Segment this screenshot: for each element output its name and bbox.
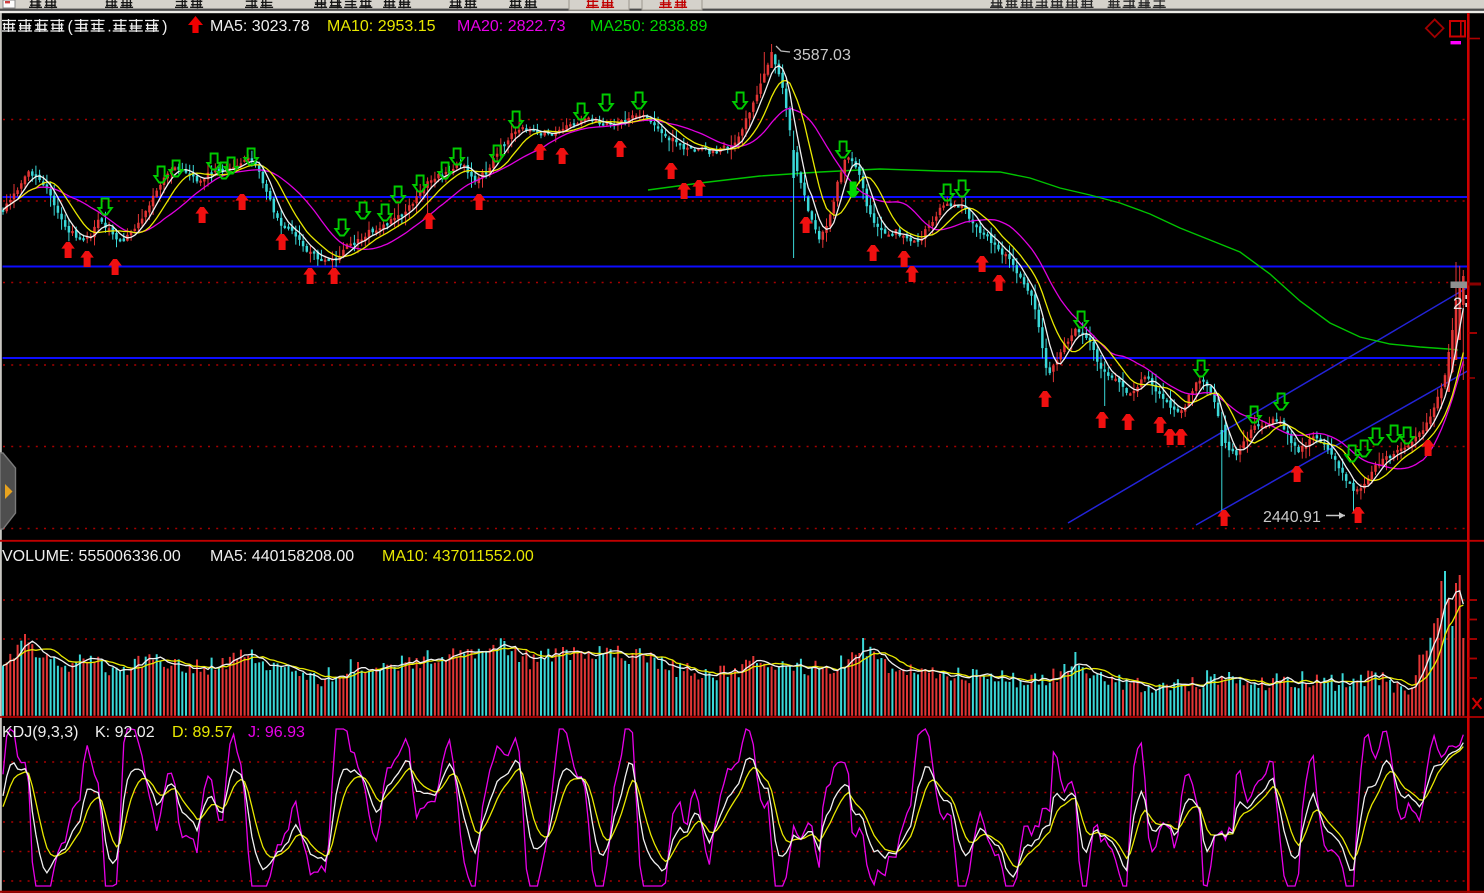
svg-text:2440.91: 2440.91 <box>1263 509 1321 526</box>
svg-text:): ) <box>162 19 167 36</box>
svg-text:MA20: 2822.73: MA20: 2822.73 <box>457 18 566 35</box>
svg-text:K: 92.02: K: 92.02 <box>95 724 155 741</box>
svg-text:2: 2 <box>1453 294 1462 313</box>
svg-text:MA10: 437011552.00: MA10: 437011552.00 <box>382 548 534 565</box>
svg-text:J: 96.93: J: 96.93 <box>248 724 305 741</box>
svg-text:(: ( <box>68 19 74 36</box>
svg-text:KDJ(9,3,3): KDJ(9,3,3) <box>2 724 78 741</box>
svg-text:MA5: 440158208.00: MA5: 440158208.00 <box>210 548 354 565</box>
svg-text:MA250: 2838.89: MA250: 2838.89 <box>590 18 708 35</box>
svg-text:MA5: 3023.78: MA5: 3023.78 <box>210 18 310 35</box>
svg-text:.: . <box>107 19 111 36</box>
svg-text:VOLUME: 555006336.00: VOLUME: 555006336.00 <box>2 548 181 565</box>
svg-text:D: 89.57: D: 89.57 <box>172 724 233 741</box>
svg-text:3587.03: 3587.03 <box>793 47 851 64</box>
svg-text:MA10: 2953.15: MA10: 2953.15 <box>327 18 436 35</box>
